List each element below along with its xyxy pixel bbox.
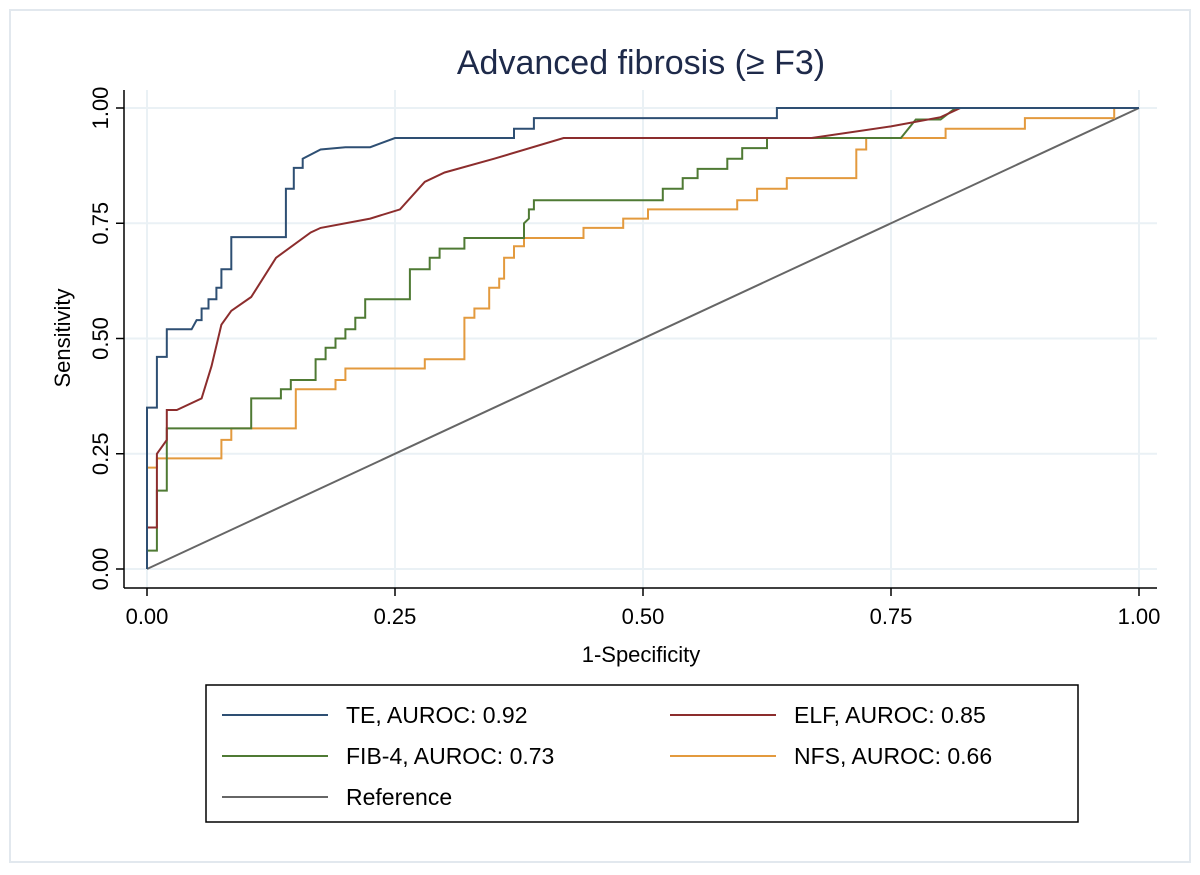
series-line-reference [146,107,1140,570]
legend-label-reference: Reference [346,784,452,810]
legend-label-nfs: NFS, AUROC: 0.66 [794,743,992,769]
legend-label-elf: ELF, AUROC: 0.85 [794,702,986,728]
chart-title: Advanced fibrosis (≥ F3) [457,44,825,82]
reference-layer [146,107,1140,570]
x-tick-label-3: 0.75 [870,604,913,629]
x-tick-label-2: 0.50 [622,604,665,629]
legend-label-fib-4: FIB-4, AUROC: 0.73 [346,743,554,769]
y-tick-label-0: 0.00 [88,548,113,591]
legend-box [205,684,1079,823]
axes: 0.00 0.25 0.50 0.75 1.00 0.00 0.25 0.50 0.75 1.00 [88,87,1160,629]
series-line-nfs [146,107,1139,569]
x-tick-label-1: 0.25 [374,604,417,629]
legend: TE, AUROC: 0.92 ELF, AUROC: 0.85 FIB-4, AU… [222,702,992,810]
series-layer [146,107,1139,569]
legend-label-te: TE, AUROC: 0.92 [346,702,528,728]
x-axis-title: 1-Specificity [582,642,701,667]
x-tick-label-4: 1.00 [1118,604,1161,629]
y-tick-label-1: 0.25 [88,432,113,475]
series-line-te [146,107,1139,569]
y-tick-label-2: 0.50 [88,317,113,360]
y-axis-title: Sensitivity [50,288,75,387]
series-line-fib-4 [146,107,1139,569]
x-tick-label-0: 0.00 [126,604,169,629]
y-tick-label-3: 0.75 [88,202,113,245]
series-line-elf [146,107,1139,569]
y-tick-label-4: 1.00 [88,87,113,130]
